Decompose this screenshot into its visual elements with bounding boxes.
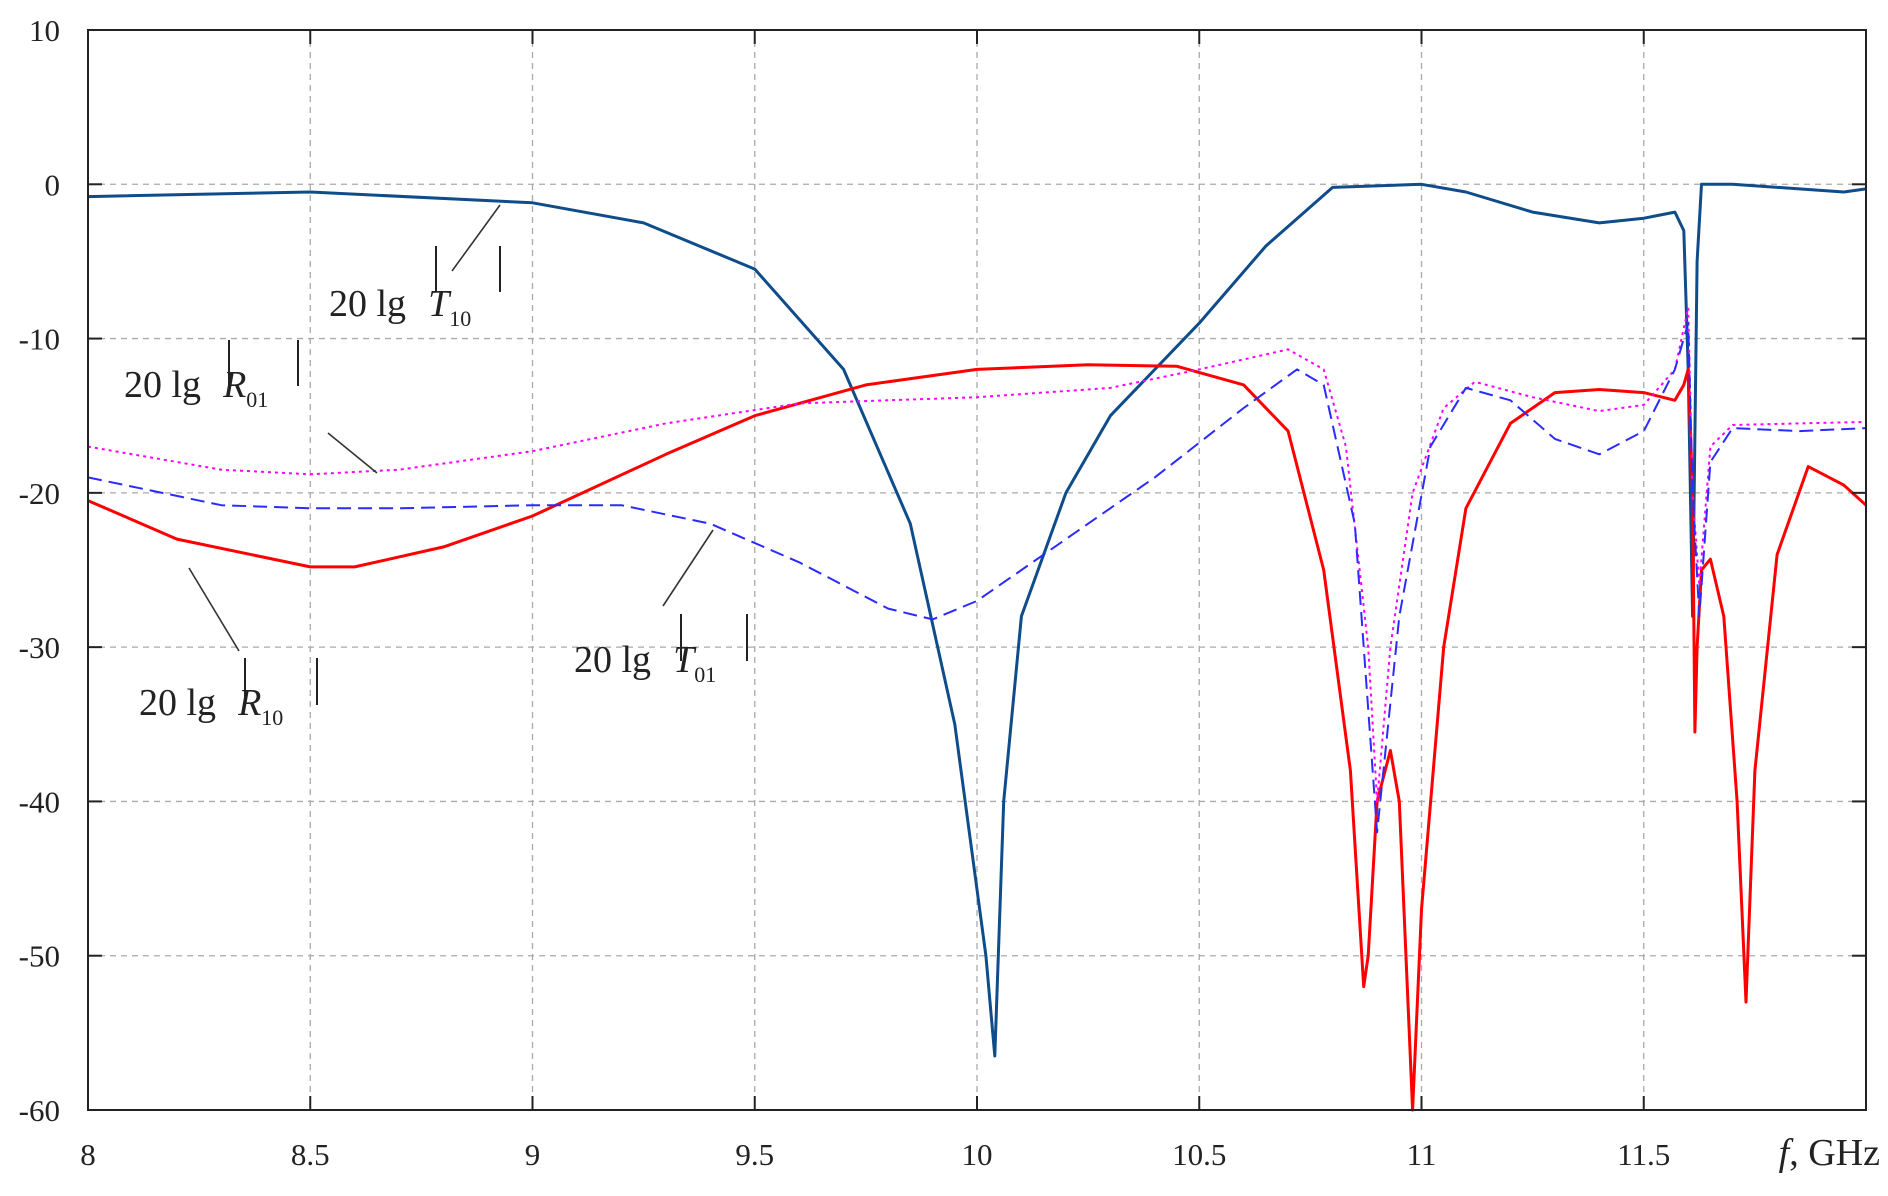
x-axis-label-unit: , GHz [1789,1132,1880,1174]
label-sub: 01 [694,662,716,687]
x-tick-label: 11 [1407,1137,1437,1172]
label-prefix: 20 lg [574,639,651,681]
label-var: R [222,364,246,406]
grid [88,30,1866,1110]
series-label-2: 20 lg R01 [124,364,268,412]
series-line-3 [87,322,1867,834]
x-tick-label: 10.5 [1172,1137,1226,1172]
label-sub: 10 [261,705,283,730]
x-tick-label: 9.5 [735,1137,774,1172]
label-sub: 01 [246,387,268,412]
label-prefix: 20 lg [139,682,216,724]
series-group [87,182,1868,1112]
series-line-0 [87,182,1867,1058]
label-var: R [237,682,261,724]
label-sub: 10 [449,306,471,331]
annotation-leader-line [662,529,714,607]
x-tick-label: 10 [962,1137,993,1172]
annotation-leader-line [327,432,378,474]
annotation-leader-line [188,567,240,652]
series-label-3: 20 lg T01 [574,639,716,687]
series-line-1 [87,363,1868,1112]
ticks: 8 8.5 9 9.5 10 10.5 11 11.5 10 0 -10 -20 -30 -40 -50 -6… [19,13,1866,1172]
label-var: T [428,283,452,325]
y-tick-label: 0 [45,167,61,202]
annotation-leader-line [451,204,501,272]
x-tick-label: 8 [80,1137,96,1172]
y-tick-label: -20 [19,476,60,511]
series-label-1: 20 lg R10 [139,682,283,730]
y-tick-label: -10 [19,322,60,357]
y-tick-label: -50 [19,939,60,974]
x-axis-label: f, GHz [1779,1132,1880,1174]
y-tick-label: -40 [19,784,60,819]
x-tick-label: 11.5 [1617,1137,1670,1172]
y-tick-label: 10 [29,13,60,48]
y-tick-label: -30 [19,630,60,665]
series-label-0: 20 lg T10 [329,283,471,331]
label-var: T [673,639,697,681]
x-tick-label: 8.5 [291,1137,330,1172]
label-prefix: 20 lg [124,364,201,406]
series-line-2 [87,306,1867,803]
x-tick-label: 9 [525,1137,541,1172]
y-tick-label: -60 [19,1093,60,1128]
label-prefix: 20 lg [329,283,406,325]
